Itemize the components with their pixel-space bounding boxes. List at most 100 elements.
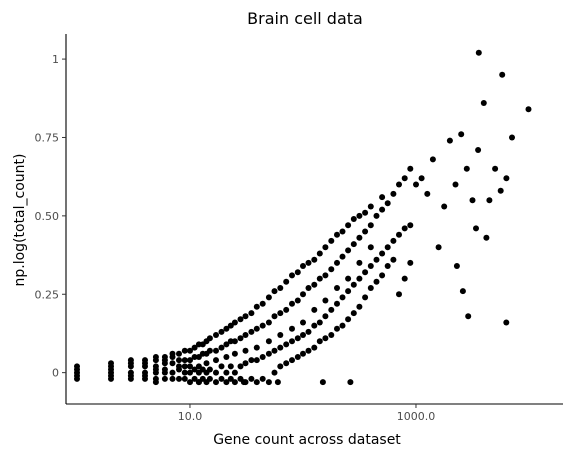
data-point [418,175,425,182]
data-point [362,209,369,216]
data-point [152,379,159,386]
data-point [237,316,244,323]
data-point [253,357,260,364]
data-point [334,325,340,332]
data-point [396,181,402,188]
data-point [289,357,295,364]
data-point [289,338,295,345]
data-point [253,379,260,386]
data-point [227,322,234,329]
x-axis-label: Gene count across dataset [213,432,401,448]
data-point [108,375,114,382]
data-point [277,310,284,317]
data-point [300,332,306,338]
data-point [350,281,357,288]
data-point [367,203,374,210]
data-point [259,322,266,329]
data-point [373,278,380,285]
data-point [379,194,386,201]
data-point [334,231,340,238]
data-point [305,347,312,354]
data-point [227,375,234,382]
data-point [334,285,340,291]
data-point [271,313,278,320]
data-point [191,354,198,360]
data-point [242,313,249,320]
data-point [475,147,482,153]
data-point [347,379,354,386]
data-point [169,350,176,357]
data-point [322,244,329,251]
data-point [203,360,210,367]
data-point [328,306,335,313]
data-point [497,187,504,194]
data-point [248,375,255,382]
data-point [300,319,306,326]
data-point [373,212,380,219]
data-point [218,375,225,382]
data-point [407,165,414,172]
data-point [213,347,219,354]
data-point [181,347,188,354]
data-point [289,272,295,279]
data-point [191,375,198,382]
data-point [265,294,272,301]
data-point [407,222,414,229]
data-point [305,259,312,266]
data-point [345,316,352,323]
data-point [187,347,193,354]
data-point [499,71,506,78]
data-point [475,49,482,56]
data-point [503,319,510,326]
data-point [161,366,168,373]
data-point [322,272,329,279]
data-point [231,379,238,386]
data-point [483,234,490,241]
data-point [176,363,182,370]
data-point [218,328,225,335]
data-point [492,165,499,172]
data-point [413,181,419,188]
y-tick-label: 0.50 [35,210,60,223]
data-point [181,375,188,382]
data-point [253,344,260,351]
data-point [213,332,219,338]
data-point [305,285,312,291]
data-point [458,131,465,138]
data-point [176,357,182,364]
data-point [469,197,476,204]
data-point [390,237,397,244]
data-point [339,228,346,235]
data-point [231,319,238,326]
data-point [328,332,335,338]
data-point [322,297,329,304]
data-point [339,294,346,301]
data-point [187,363,193,370]
data-point [294,297,301,304]
data-point [277,332,284,338]
data-point [74,375,80,382]
data-point [390,190,397,197]
data-point [271,369,278,376]
data-point [379,250,386,257]
data-point [362,294,369,301]
data-point [223,379,230,386]
data-point [503,175,510,182]
data-point [356,303,363,310]
data-point [127,357,134,364]
data-point [424,190,431,197]
x-tick-label: 1000.0 [397,410,436,423]
data-point [206,366,213,373]
data-point [401,225,408,232]
data-point [231,338,238,345]
data-point [277,363,284,370]
data-point [191,366,198,373]
x-axis-ticks: 10.0 1000.0 [178,404,436,423]
data-point [223,325,230,332]
data-point [311,322,318,329]
data-points [74,49,532,386]
data-point [356,212,363,219]
data-point [316,319,323,326]
data-point [161,375,168,382]
data-point [316,338,323,345]
